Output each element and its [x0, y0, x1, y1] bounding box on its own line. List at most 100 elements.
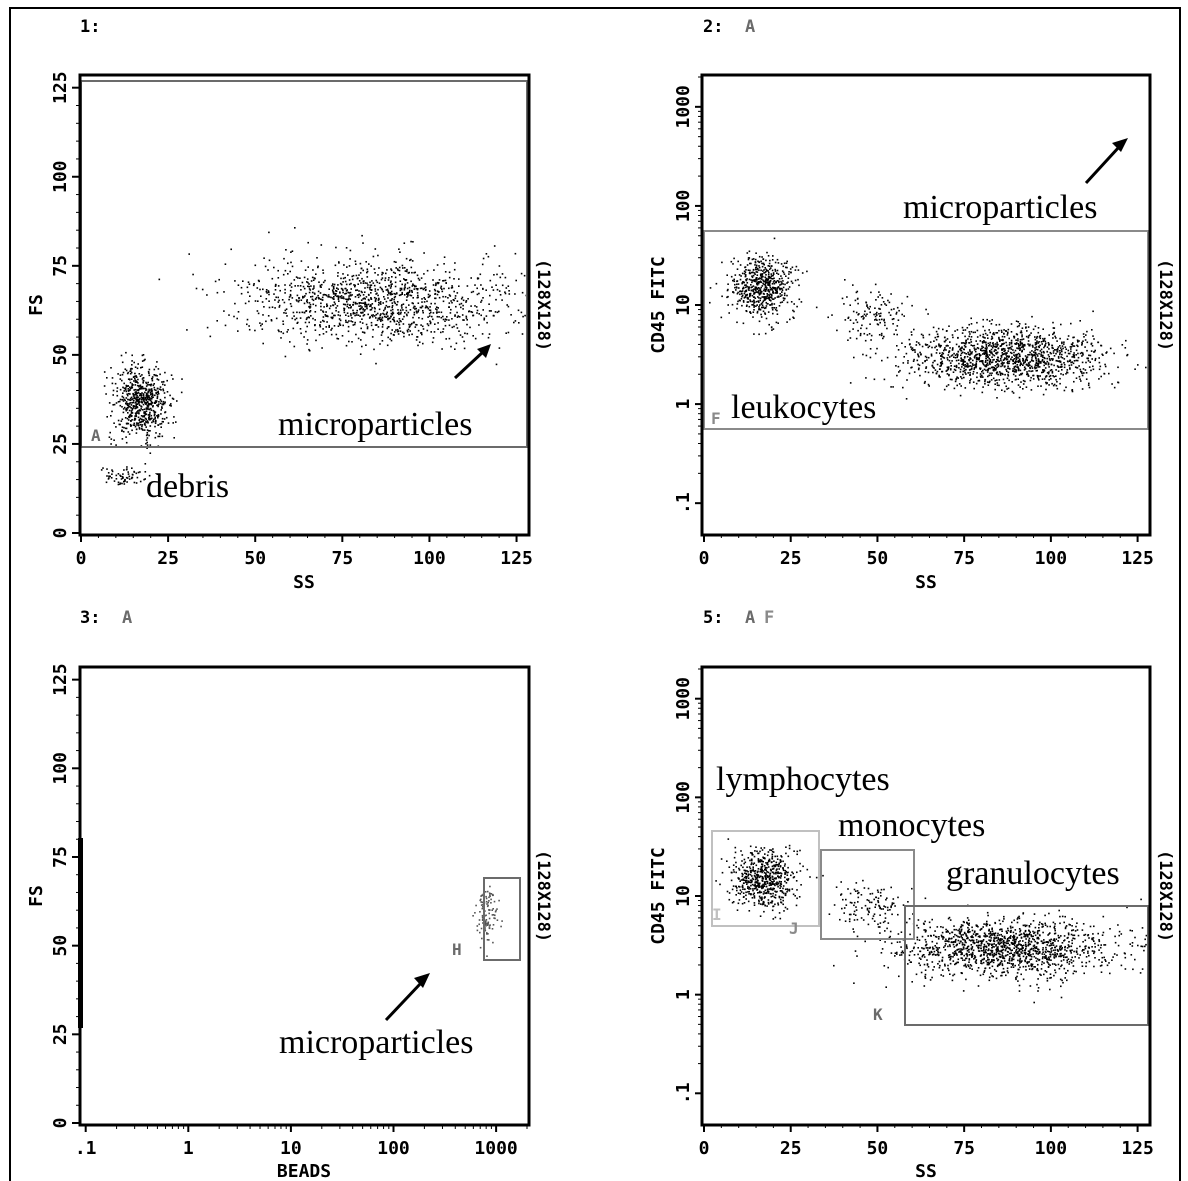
- data-point-lymphocytes: [754, 878, 757, 881]
- data-point-microparticles: [347, 291, 349, 294]
- data-point-granulocytes: [1072, 342, 1074, 344]
- data-point-granulocytes: [1010, 339, 1013, 342]
- data-point-lymphocytes: [730, 275, 733, 278]
- data-point-lymphocytes: [760, 847, 762, 849]
- data-point-lymphocytes: [770, 849, 773, 851]
- data-point-lymphocytes: [768, 858, 771, 861]
- data-point-microparticles: [325, 315, 327, 317]
- data-point-leukocytes: [130, 396, 133, 399]
- data-point-microparticles: [444, 271, 447, 273]
- data-point-granulocytes: [1028, 353, 1031, 356]
- data-point-lymphocytes: [736, 303, 739, 305]
- data-point-granulocytes: [1083, 372, 1085, 374]
- data-point-granulocytes: [910, 366, 912, 369]
- data-point-granulocytes: [1073, 360, 1076, 362]
- data-point-lymphocytes: [763, 293, 765, 295]
- data-point-lymphocytes: [746, 883, 748, 885]
- data-point-leukocytes: [144, 391, 146, 394]
- data-point-leukocytes: [159, 373, 161, 376]
- data-point-leukocytes: [146, 444, 149, 446]
- data-point-lymphocytes: [771, 298, 774, 300]
- data-point-leukocytes: [116, 387, 119, 389]
- data-point-microparticles: [488, 333, 491, 335]
- data-point-granulocytes: [1090, 369, 1092, 372]
- data-point-microparticles: [335, 290, 338, 292]
- data-point-microparticles: [295, 317, 298, 320]
- data-point-microparticles: [408, 326, 411, 328]
- data-point-granulocytes: [1079, 378, 1081, 380]
- data-point-beads: [495, 909, 497, 912]
- data-point-lymphocytes: [771, 275, 773, 277]
- data-point-granulocytes: [1079, 352, 1082, 355]
- data-point-microparticles: [309, 306, 312, 308]
- data-point-leukocytes: [141, 378, 144, 380]
- data-point-granulocytes: [998, 339, 1001, 341]
- data-point-granulocytes: [992, 333, 994, 335]
- data-point-microparticles: [422, 342, 424, 345]
- data-point-lymphocytes: [747, 269, 750, 271]
- data-point-granulocytes: [1046, 357, 1048, 360]
- x-tick-label: 25: [157, 548, 179, 569]
- data-point-lymphocytes: [774, 297, 776, 299]
- data-point-granulocytes: [995, 345, 997, 348]
- data-point-microparticles: [441, 348, 443, 350]
- data-point-microparticles: [414, 271, 416, 274]
- data-point-microparticles: [499, 276, 502, 279]
- data-point-lymphocytes: [746, 301, 749, 303]
- data-point-monocytes: [874, 315, 877, 318]
- data-point-microparticles: [306, 301, 309, 304]
- data-point-granulocytes: [1042, 393, 1045, 396]
- data-point-microparticles: [354, 260, 357, 263]
- data-point-leukocytes: [151, 421, 153, 424]
- data-point-granulocytes: [1010, 323, 1013, 325]
- data-point-lymphocytes: [772, 278, 774, 280]
- data-point-lymphocytes: [772, 291, 774, 294]
- data-point-granulocytes: [1098, 357, 1100, 359]
- data-point-microparticles: [395, 304, 398, 306]
- data-point-leukocytes: [145, 388, 148, 391]
- data-point-leukocytes: [164, 396, 166, 399]
- data-point-lymphocytes: [752, 311, 755, 313]
- data-point-lymphocytes: [776, 890, 778, 893]
- data-point-microparticles: [410, 266, 413, 269]
- data-point-granulocytes: [952, 336, 954, 339]
- data-point-leukocytes: [106, 377, 108, 379]
- data-point-monocytes: [857, 329, 859, 332]
- data-point-leukocytes: [126, 417, 129, 420]
- data-point-lymphocytes: [748, 881, 751, 883]
- data-point-monocytes: [892, 323, 894, 325]
- data-point-microparticles: [426, 323, 429, 325]
- data-point-leukocytes: [126, 404, 129, 406]
- data-point-microparticles: [267, 290, 270, 292]
- data-point-microparticles: [282, 273, 285, 276]
- data-point-granulocytes: [1003, 353, 1005, 355]
- data-point-lymphocytes: [776, 882, 778, 884]
- data-point-granulocytes: [947, 366, 950, 368]
- data-point-granulocytes: [1007, 331, 1009, 334]
- data-point-lymphocytes: [742, 281, 745, 284]
- data-point-microparticles: [256, 287, 259, 289]
- data-point-microparticles: [277, 329, 280, 331]
- data-point-microparticles: [270, 319, 273, 322]
- data-point-granulocytes: [1008, 362, 1010, 365]
- data-point-lymphocytes: [779, 884, 781, 887]
- data-point-leukocytes: [148, 416, 150, 419]
- data-point-microparticles: [378, 297, 380, 300]
- data-point-microparticles: [300, 332, 302, 335]
- data-point-microparticles: [399, 313, 402, 315]
- data-point-granulocytes: [976, 376, 978, 379]
- data-point-microparticles: [195, 287, 198, 290]
- data-point-granulocytes: [982, 353, 984, 355]
- data-point-microparticles: [377, 304, 380, 306]
- data-point-leukocytes: [152, 418, 155, 421]
- data-point-granulocytes: [940, 355, 942, 357]
- data-point-granulocytes: [1003, 342, 1005, 345]
- data-point-lymphocytes: [788, 847, 791, 850]
- data-point-microparticles: [391, 276, 393, 278]
- data-point-microparticles: [416, 296, 419, 299]
- data-point-microparticles: [361, 322, 364, 324]
- data-point-lymphocytes: [768, 271, 770, 274]
- data-point-granulocytes: [981, 347, 983, 350]
